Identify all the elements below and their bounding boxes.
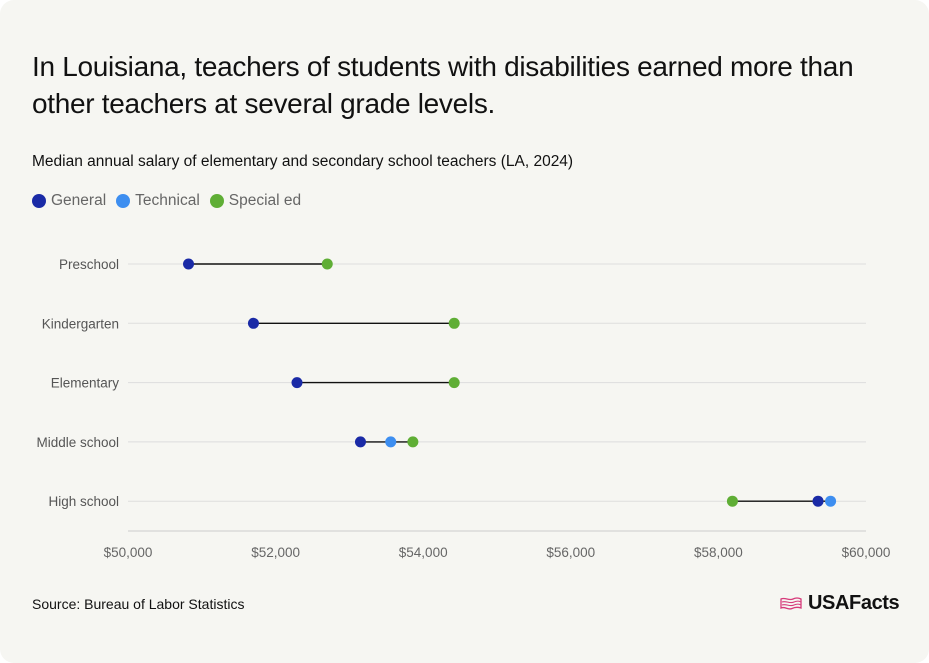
point-high-school-technical <box>825 495 837 507</box>
point-elementary-general <box>291 377 303 389</box>
usafacts-logo: USAFacts <box>779 592 900 615</box>
point-middle-school-general <box>354 436 366 448</box>
point-middle-school-technical <box>385 436 397 448</box>
legend-item-technical: Technical <box>116 192 200 210</box>
chart-subtitle: Median annual salary of elementary and s… <box>32 153 574 170</box>
source-note: Source: Bureau of Labor Statistics <box>32 596 245 612</box>
point-kindergarten-general <box>247 317 259 329</box>
category-label-middle-school: Middle school <box>36 435 119 450</box>
point-high-school-general <box>812 495 824 507</box>
point-preschool-general <box>183 258 195 270</box>
chart-title: In Louisiana, teachers of students with … <box>32 51 854 119</box>
x-tick-label: $58,000 <box>694 545 743 560</box>
point-middle-school-special-ed <box>407 436 419 448</box>
legend-swatch-general <box>32 194 46 208</box>
point-kindergarten-special-ed <box>448 317 460 329</box>
usa-flag-icon <box>780 596 802 610</box>
legend-item-general: General <box>32 192 106 210</box>
point-high-school-special-ed <box>726 495 738 507</box>
legend-label-technical: Technical <box>135 192 200 209</box>
brand-name: USAFacts <box>808 592 900 614</box>
category-label-elementary: Elementary <box>51 376 120 391</box>
legend-label-general: General <box>51 192 107 209</box>
category-label-high-school: High school <box>48 494 119 509</box>
x-tick-label: $52,000 <box>251 545 300 560</box>
x-tick-label: $60,000 <box>842 545 891 560</box>
legend-swatch-special-ed <box>209 194 224 208</box>
x-tick-label: $50,000 <box>104 545 153 560</box>
legend-label-special-ed: Special ed <box>228 192 302 209</box>
category-label-kindergarten: Kindergarten <box>42 316 119 331</box>
point-preschool-special-ed <box>321 258 333 270</box>
x-tick-label: $54,000 <box>399 545 448 560</box>
category-label-preschool: Preschool <box>59 257 119 272</box>
x-tick-label: $56,000 <box>546 545 595 560</box>
point-elementary-special-ed <box>448 377 460 389</box>
legend: General Technical Special ed <box>32 192 311 210</box>
legend-item-special-ed: Special ed <box>209 192 302 210</box>
legend-swatch-technical <box>116 194 131 208</box>
